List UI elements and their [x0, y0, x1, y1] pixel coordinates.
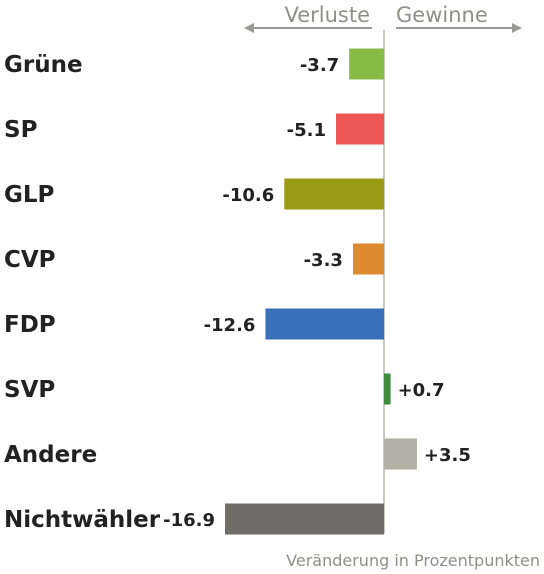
header-gains: Gewinne: [396, 3, 488, 27]
value-label: +3.5: [424, 445, 471, 466]
bar: [352, 243, 384, 275]
value-label: -3.3: [304, 250, 343, 271]
category-label: Andere: [4, 442, 97, 468]
category-label: Nichtwähler: [4, 507, 161, 533]
value-label: -3.7: [300, 55, 339, 76]
value-label: +0.7: [398, 380, 445, 401]
category-label: SVP: [4, 377, 55, 403]
right-arrow-icon: [512, 23, 522, 33]
bar: [225, 503, 384, 535]
bar: [384, 438, 417, 470]
bar: [265, 308, 384, 340]
bar: [336, 113, 384, 145]
value-label: -5.1: [287, 120, 326, 141]
bar: [384, 373, 391, 405]
value-label: -10.6: [222, 185, 274, 206]
category-label: FDP: [4, 312, 56, 338]
category-label: Grüne: [4, 52, 83, 78]
category-label: GLP: [4, 182, 54, 208]
bar: [284, 178, 384, 210]
value-label: -16.9: [163, 510, 215, 531]
left-arrow-icon: [244, 23, 254, 33]
category-label: CVP: [4, 247, 56, 273]
category-label: SP: [4, 117, 37, 143]
axis-footer: Veränderung in Prozentpunkten: [286, 551, 540, 570]
header-losses: Verluste: [284, 3, 370, 27]
value-label: -12.6: [204, 315, 256, 336]
bar: [349, 48, 384, 80]
